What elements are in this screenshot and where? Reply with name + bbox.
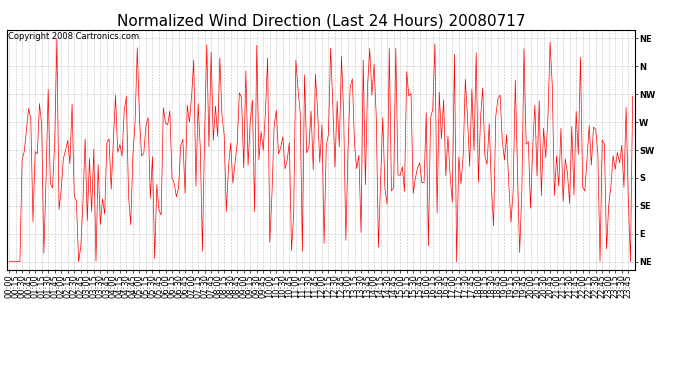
Title: Normalized Wind Direction (Last 24 Hours) 20080717: Normalized Wind Direction (Last 24 Hours… [117,14,525,29]
Text: Copyright 2008 Cartronics.com: Copyright 2008 Cartronics.com [8,32,139,41]
